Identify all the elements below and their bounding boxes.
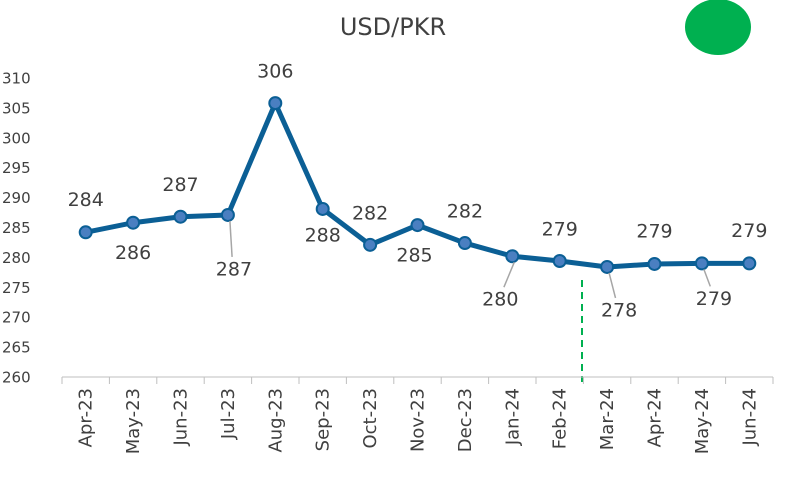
data-label: 288 <box>305 224 341 246</box>
x-tick-label: May-23 <box>123 388 144 454</box>
data-label: 280 <box>482 289 518 311</box>
data-label: 286 <box>115 242 151 264</box>
data-label: 282 <box>447 201 483 223</box>
data-label: 278 <box>601 299 637 321</box>
point <box>220 207 235 222</box>
x-tick-label: May-24 <box>692 388 713 454</box>
data-label: 282 <box>352 202 388 224</box>
y-tick-label: 260 <box>2 369 31 387</box>
x-tick-label: Feb-24 <box>550 388 571 449</box>
point <box>647 256 662 271</box>
point <box>600 259 615 274</box>
x-tick-label: Sep-23 <box>313 388 334 451</box>
leader-line <box>503 261 515 288</box>
point <box>268 96 283 111</box>
leader-line <box>608 272 617 299</box>
data-label: 306 <box>257 61 293 83</box>
y-tick-label: 275 <box>2 279 31 297</box>
point <box>505 249 520 264</box>
x-tick-label: Nov-23 <box>408 388 429 452</box>
y-tick-label: 280 <box>2 249 31 267</box>
x-tick-label: Dec-23 <box>455 388 476 452</box>
x-tick-label: Jul-23 <box>218 388 239 440</box>
leader-line <box>703 269 712 287</box>
point <box>126 215 141 230</box>
point <box>410 218 425 233</box>
y-tick-label: 270 <box>2 309 31 327</box>
leader-line <box>229 220 233 257</box>
data-label: 279 <box>636 220 672 242</box>
x-tick-label: Jan-24 <box>502 388 523 446</box>
point <box>315 201 330 216</box>
point <box>173 209 188 224</box>
y-tick-label: 285 <box>2 219 31 237</box>
data-label: 279 <box>696 288 732 310</box>
data-label: 284 <box>68 189 104 211</box>
point <box>457 236 472 251</box>
y-tick-label: 305 <box>2 99 31 117</box>
data-label: 285 <box>396 245 432 267</box>
data-label: 287 <box>162 174 198 196</box>
y-tick-label: 295 <box>2 159 31 177</box>
x-tick-label: Apr-23 <box>76 388 97 447</box>
point <box>694 256 709 271</box>
x-tick-label: Aug-23 <box>265 388 286 453</box>
x-tick-label: Jun-23 <box>171 388 192 447</box>
data-label: 279 <box>731 220 767 242</box>
x-tick-label: Apr-24 <box>645 388 666 447</box>
y-tick-label: 290 <box>2 189 31 207</box>
point <box>78 225 93 240</box>
chart-title: USD/PKR <box>340 13 446 41</box>
status-indicator <box>685 0 751 55</box>
point <box>742 256 757 271</box>
data-label: 287 <box>216 258 252 280</box>
y-tick-label: 300 <box>2 129 31 147</box>
x-tick-label: Oct-23 <box>360 388 381 449</box>
point <box>552 253 567 268</box>
y-tick-label: 265 <box>2 339 31 357</box>
x-tick-label: Mar-24 <box>597 388 618 450</box>
x-tick-label: Jun-24 <box>739 388 760 447</box>
y-tick-label: 310 <box>2 70 31 88</box>
data-label: 279 <box>542 218 578 240</box>
point <box>363 237 378 252</box>
